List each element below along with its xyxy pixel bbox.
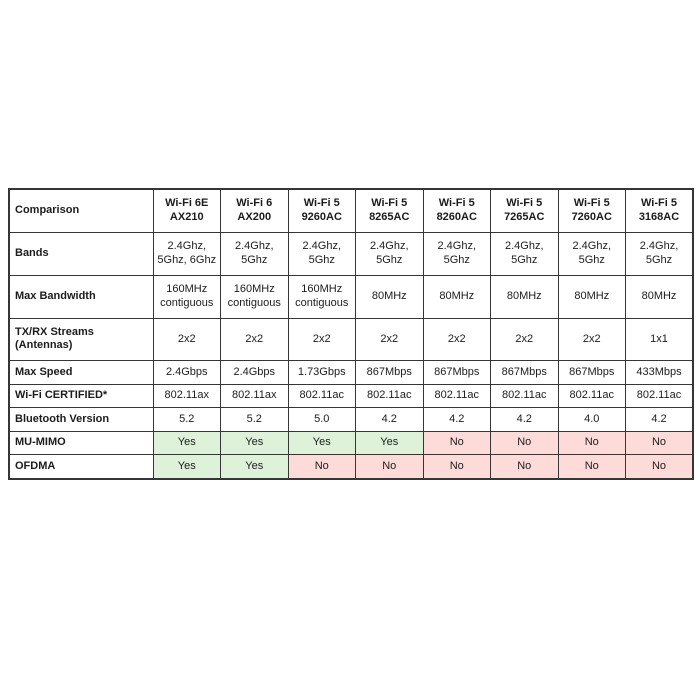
cell: 1.73Gbps [287, 360, 356, 385]
row-label: TX/RX Streams (Antennas) [8, 317, 154, 362]
column-header-3168ac: Wi-Fi 5 3168AC [625, 188, 694, 233]
cell: 5.2 [220, 407, 289, 432]
row-label: Bands [8, 231, 154, 276]
cell: 4.0 [557, 407, 626, 432]
row-ofdma: OFDMA Yes Yes No No No No No No [8, 454, 694, 480]
header-row: Comparison Wi-Fi 6E AX210 Wi-Fi 6 AX200 … [8, 188, 694, 233]
cell: 2x2 [490, 317, 559, 362]
cell: 160MHz contiguous [152, 274, 221, 319]
cell: 2x2 [220, 317, 289, 362]
feature-cell: No [355, 454, 424, 480]
feature-cell: No [422, 430, 491, 456]
column-header-ax210: Wi-Fi 6E AX210 [152, 188, 221, 233]
cell: 867Mbps [490, 360, 559, 385]
cell: 80MHz [355, 274, 424, 319]
cell: 4.2 [490, 407, 559, 432]
column-header-8260ac: Wi-Fi 5 8260AC [422, 188, 491, 233]
cell: 2.4Ghz, 5Ghz [625, 231, 694, 276]
cell: 4.2 [355, 407, 424, 432]
cell: 5.0 [287, 407, 356, 432]
cell: 2.4Ghz, 5Ghz [220, 231, 289, 276]
feature-cell: Yes [152, 430, 221, 456]
cell: 2x2 [557, 317, 626, 362]
cell: 160MHz contiguous [287, 274, 356, 319]
cell: 802.11ax [220, 383, 289, 409]
cell: 2.4Ghz, 5Ghz [557, 231, 626, 276]
cell: 867Mbps [422, 360, 491, 385]
row-label: Max Bandwidth [8, 274, 154, 319]
row-label: MU-MIMO [8, 430, 154, 456]
feature-cell: Yes [152, 454, 221, 480]
cell: 802.11ac [625, 383, 694, 409]
feature-cell: No [625, 454, 694, 480]
cell: 2.4Gbps [220, 360, 289, 385]
cell: 2.4Ghz, 5Ghz, 6Ghz [152, 231, 221, 276]
column-header-7260ac: Wi-Fi 5 7260AC [557, 188, 626, 233]
cell: 802.11ac [490, 383, 559, 409]
feature-cell: No [490, 454, 559, 480]
feature-cell: Yes [220, 454, 289, 480]
row-label: Max Speed [8, 360, 154, 385]
cell: 2.4Ghz, 5Ghz [287, 231, 356, 276]
feature-cell: Yes [355, 430, 424, 456]
cell: 2x2 [287, 317, 356, 362]
cell: 867Mbps [557, 360, 626, 385]
row-bands: Bands 2.4Ghz, 5Ghz, 6Ghz 2.4Ghz, 5Ghz 2.… [8, 231, 694, 276]
row-mu-mimo: MU-MIMO Yes Yes Yes Yes No No No No [8, 430, 694, 456]
column-header-8265ac: Wi-Fi 5 8265AC [355, 188, 424, 233]
row-label: Bluetooth Version [8, 407, 154, 432]
feature-cell: No [422, 454, 491, 480]
row-txrx-streams: TX/RX Streams (Antennas) 2x2 2x2 2x2 2x2… [8, 317, 694, 362]
corner-label: Comparison [8, 188, 154, 233]
row-label: OFDMA [8, 454, 154, 480]
cell: 80MHz [422, 274, 491, 319]
column-header-7265ac: Wi-Fi 5 7265AC [490, 188, 559, 233]
feature-cell: No [557, 430, 626, 456]
cell: 802.11ac [355, 383, 424, 409]
feature-cell: No [490, 430, 559, 456]
row-label: Wi-Fi CERTIFIED* [8, 383, 154, 409]
cell: 4.2 [422, 407, 491, 432]
cell: 802.11ac [287, 383, 356, 409]
feature-cell: No [557, 454, 626, 480]
row-bluetooth-version: Bluetooth Version 5.2 5.2 5.0 4.2 4.2 4.… [8, 407, 694, 432]
cell: 5.2 [152, 407, 221, 432]
cell: 80MHz [557, 274, 626, 319]
row-wifi-certified: Wi-Fi CERTIFIED* 802.11ax 802.11ax 802.1… [8, 383, 694, 409]
cell: 160MHz contiguous [220, 274, 289, 319]
feature-cell: No [287, 454, 356, 480]
cell: 802.11ac [557, 383, 626, 409]
feature-cell: Yes [287, 430, 356, 456]
cell: 4.2 [625, 407, 694, 432]
cell: 2.4Gbps [152, 360, 221, 385]
cell: 80MHz [490, 274, 559, 319]
cell: 2.4Ghz, 5Ghz [355, 231, 424, 276]
cell: 80MHz [625, 274, 694, 319]
wifi-comparison-table: Comparison Wi-Fi 6E AX210 Wi-Fi 6 AX200 … [8, 188, 694, 480]
cell: 2.4Ghz, 5Ghz [422, 231, 491, 276]
cell: 1x1 [625, 317, 694, 362]
cell: 867Mbps [355, 360, 424, 385]
cell: 2x2 [152, 317, 221, 362]
cell: 2.4Ghz, 5Ghz [490, 231, 559, 276]
row-max-bandwidth: Max Bandwidth 160MHz contiguous 160MHz c… [8, 274, 694, 319]
feature-cell: Yes [220, 430, 289, 456]
cell: 433Mbps [625, 360, 694, 385]
column-header-ax200: Wi-Fi 6 AX200 [220, 188, 289, 233]
cell: 2x2 [422, 317, 491, 362]
feature-cell: No [625, 430, 694, 456]
column-header-9260ac: Wi-Fi 5 9260AC [287, 188, 356, 233]
cell: 802.11ac [422, 383, 491, 409]
cell: 802.11ax [152, 383, 221, 409]
cell: 2x2 [355, 317, 424, 362]
row-max-speed: Max Speed 2.4Gbps 2.4Gbps 1.73Gbps 867Mb… [8, 360, 694, 385]
